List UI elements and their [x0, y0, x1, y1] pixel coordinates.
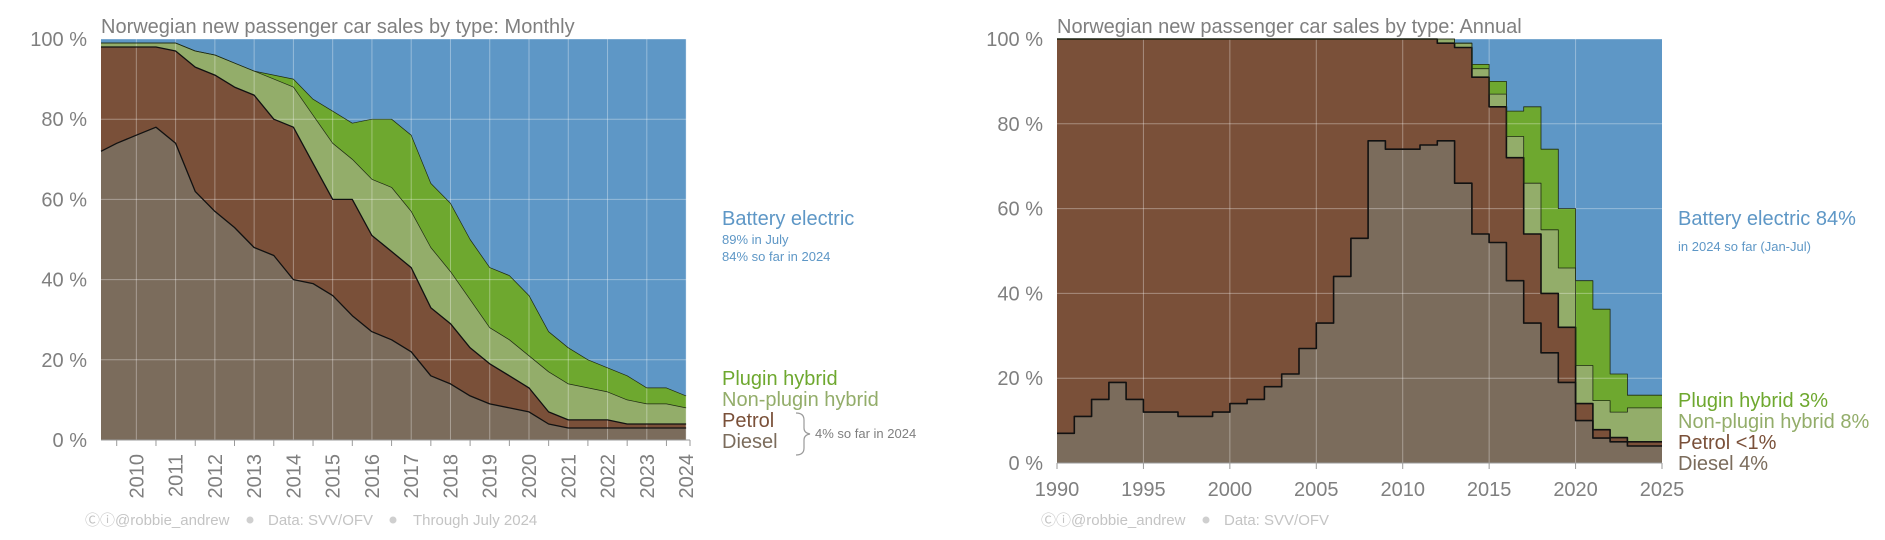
area-diesel — [1057, 140, 1662, 464]
monthly-chart: Norwegian new passenger car sales by typ… — [30, 16, 916, 529]
x-tick-label: 2010 — [1380, 479, 1425, 501]
x-tick-label: 2016 — [362, 454, 384, 499]
footer-through: Through July 2024 — [413, 512, 537, 529]
line-top-plugin-hybrid — [101, 42, 687, 397]
y-tick-label: 100 % — [30, 29, 87, 51]
annual-chart-panel: Norwegian new passenger car sales by typ… — [945, 0, 1885, 540]
x-tick-label: 2015 — [1467, 479, 1512, 501]
x-tick-label: 2025 — [1640, 479, 1685, 501]
monthly-x-axis: 2010 2011 2012 2013 2014 2015 2016 2017 2018 2019… — [101, 439, 698, 499]
x-tick-label: 2023 — [637, 454, 659, 499]
y-tick-label: 0 % — [1009, 453, 1044, 475]
label-diesel-4: Diesel 4% — [1678, 453, 1768, 475]
y-tick-label: 20 % — [997, 368, 1043, 390]
area-battery-electric — [1057, 39, 1662, 396]
label-non-plugin-hybrid-8: Non-plugin hybrid 8% — [1678, 411, 1869, 433]
x-tick-label: 2015 — [323, 454, 345, 499]
area-petrol — [1057, 39, 1662, 446]
x-tick-label: 2000 — [1208, 479, 1253, 501]
annual-legend: Battery electric 84% in 2024 so far (Jan… — [1678, 208, 1869, 475]
y-tick-label: 100 % — [986, 29, 1043, 51]
y-tick-label: 80 % — [997, 114, 1043, 136]
line-top-petrol — [101, 46, 687, 425]
monthly-series-lines — [100, 42, 687, 429]
area-battery-electric — [101, 39, 687, 396]
note-so-far-2024: 84% so far in 2024 — [722, 249, 830, 264]
label-plugin-hybrid: Plugin hybrid — [722, 368, 838, 390]
y-tick-label: 0 % — [53, 430, 88, 452]
area-diesel — [101, 127, 687, 440]
annual-footer: Ⓒⓘ@robbie_andrew Data: SVV/OFV — [1041, 512, 1329, 529]
monthly-legend: Battery electric 89% in July 84% so far … — [722, 208, 916, 456]
monthly-footer: Ⓒⓘ@robbie_andrew Data: SVV/OFV Through J… — [85, 512, 537, 529]
x-tick-label: 2018 — [440, 454, 462, 499]
footer-separator-dot — [246, 516, 254, 524]
footer-separator-dot — [1202, 516, 1210, 524]
line-top-plugin-hybrid — [1057, 38, 1662, 396]
annual-chart-title: Norwegian new passenger car sales by typ… — [1057, 16, 1522, 38]
footer-separator-dot — [389, 516, 397, 524]
annual-chart: Norwegian new passenger car sales by typ… — [986, 16, 1869, 529]
x-tick-label: 2024 — [676, 454, 698, 499]
annual-area-layers — [1057, 39, 1662, 464]
footer-data-source: Data: SVV/OFV — [268, 512, 373, 529]
area-non-plugin-hybrid — [1057, 39, 1662, 442]
label-plugin-hybrid-3: Plugin hybrid 3% — [1678, 390, 1828, 412]
label-petrol-lt1: Petrol <1% — [1678, 432, 1777, 454]
line-top-diesel — [1057, 140, 1662, 447]
annual-y-axis: 0 % 20 % 40 % 60 % 80 % 100 % — [986, 29, 1043, 475]
footer-credit: Ⓒⓘ@robbie_andrew — [85, 512, 230, 529]
label-non-plugin-hybrid: Non-plugin hybrid — [722, 389, 879, 411]
monthly-chart-panel: Norwegian new passenger car sales by typ… — [0, 0, 940, 540]
y-tick-label: 20 % — [41, 350, 87, 372]
x-tick-label: 2013 — [244, 454, 266, 499]
x-tick-label: 2020 — [1553, 479, 1598, 501]
area-non-plugin-hybrid — [101, 43, 687, 424]
y-tick-label: 60 % — [997, 199, 1043, 221]
x-tick-label: 2019 — [480, 454, 502, 499]
footer-credit: Ⓒⓘ@robbie_andrew — [1041, 512, 1186, 529]
x-tick-label: 2012 — [205, 454, 227, 499]
x-tick-label: 2011 — [166, 454, 188, 497]
x-tick-label: 2017 — [401, 454, 423, 499]
area-petrol — [101, 47, 687, 428]
note-2024-so-far: in 2024 so far (Jan-Jul) — [1678, 239, 1811, 254]
label-battery-electric-84: Battery electric 84% — [1678, 208, 1856, 230]
note-july: 89% in July — [722, 232, 789, 247]
line-top-diesel — [100, 126, 687, 429]
label-battery-electric: Battery electric — [722, 208, 854, 230]
brace-note: 4% so far in 2024 — [815, 426, 916, 441]
y-tick-label: 60 % — [41, 189, 87, 211]
annual-x-axis: 1990 1995 2000 2005 2010 2015 2020 2025 — [1035, 462, 1685, 501]
x-tick-label: 2014 — [283, 454, 305, 499]
monthly-gridlines — [101, 38, 690, 441]
x-tick-label: 2022 — [598, 454, 620, 499]
monthly-chart-title: Norwegian new passenger car sales by typ… — [101, 16, 575, 38]
x-tick-label: 2010 — [126, 454, 148, 499]
y-tick-label: 80 % — [41, 109, 87, 131]
monthly-area-layers — [101, 39, 687, 440]
x-tick-label: 2020 — [519, 454, 541, 499]
footer-data-source: Data: SVV/OFV — [1224, 512, 1329, 529]
x-tick-label: 2005 — [1294, 479, 1339, 501]
x-tick-label: 2021 — [558, 454, 580, 499]
area-plugin-hybrid — [1057, 39, 1662, 413]
y-tick-label: 40 % — [997, 283, 1043, 305]
y-tick-label: 40 % — [41, 270, 87, 292]
label-diesel: Diesel — [722, 431, 778, 453]
brace-petrol-diesel — [795, 412, 811, 456]
label-petrol: Petrol — [722, 410, 774, 432]
monthly-y-axis: 0 % 20 % 40 % 60 % 80 % 100 % — [30, 29, 87, 452]
area-plugin-hybrid — [101, 43, 687, 408]
x-tick-label: 1995 — [1121, 479, 1166, 501]
annual-series-lines — [1057, 38, 1662, 447]
x-tick-label: 1990 — [1035, 479, 1080, 501]
